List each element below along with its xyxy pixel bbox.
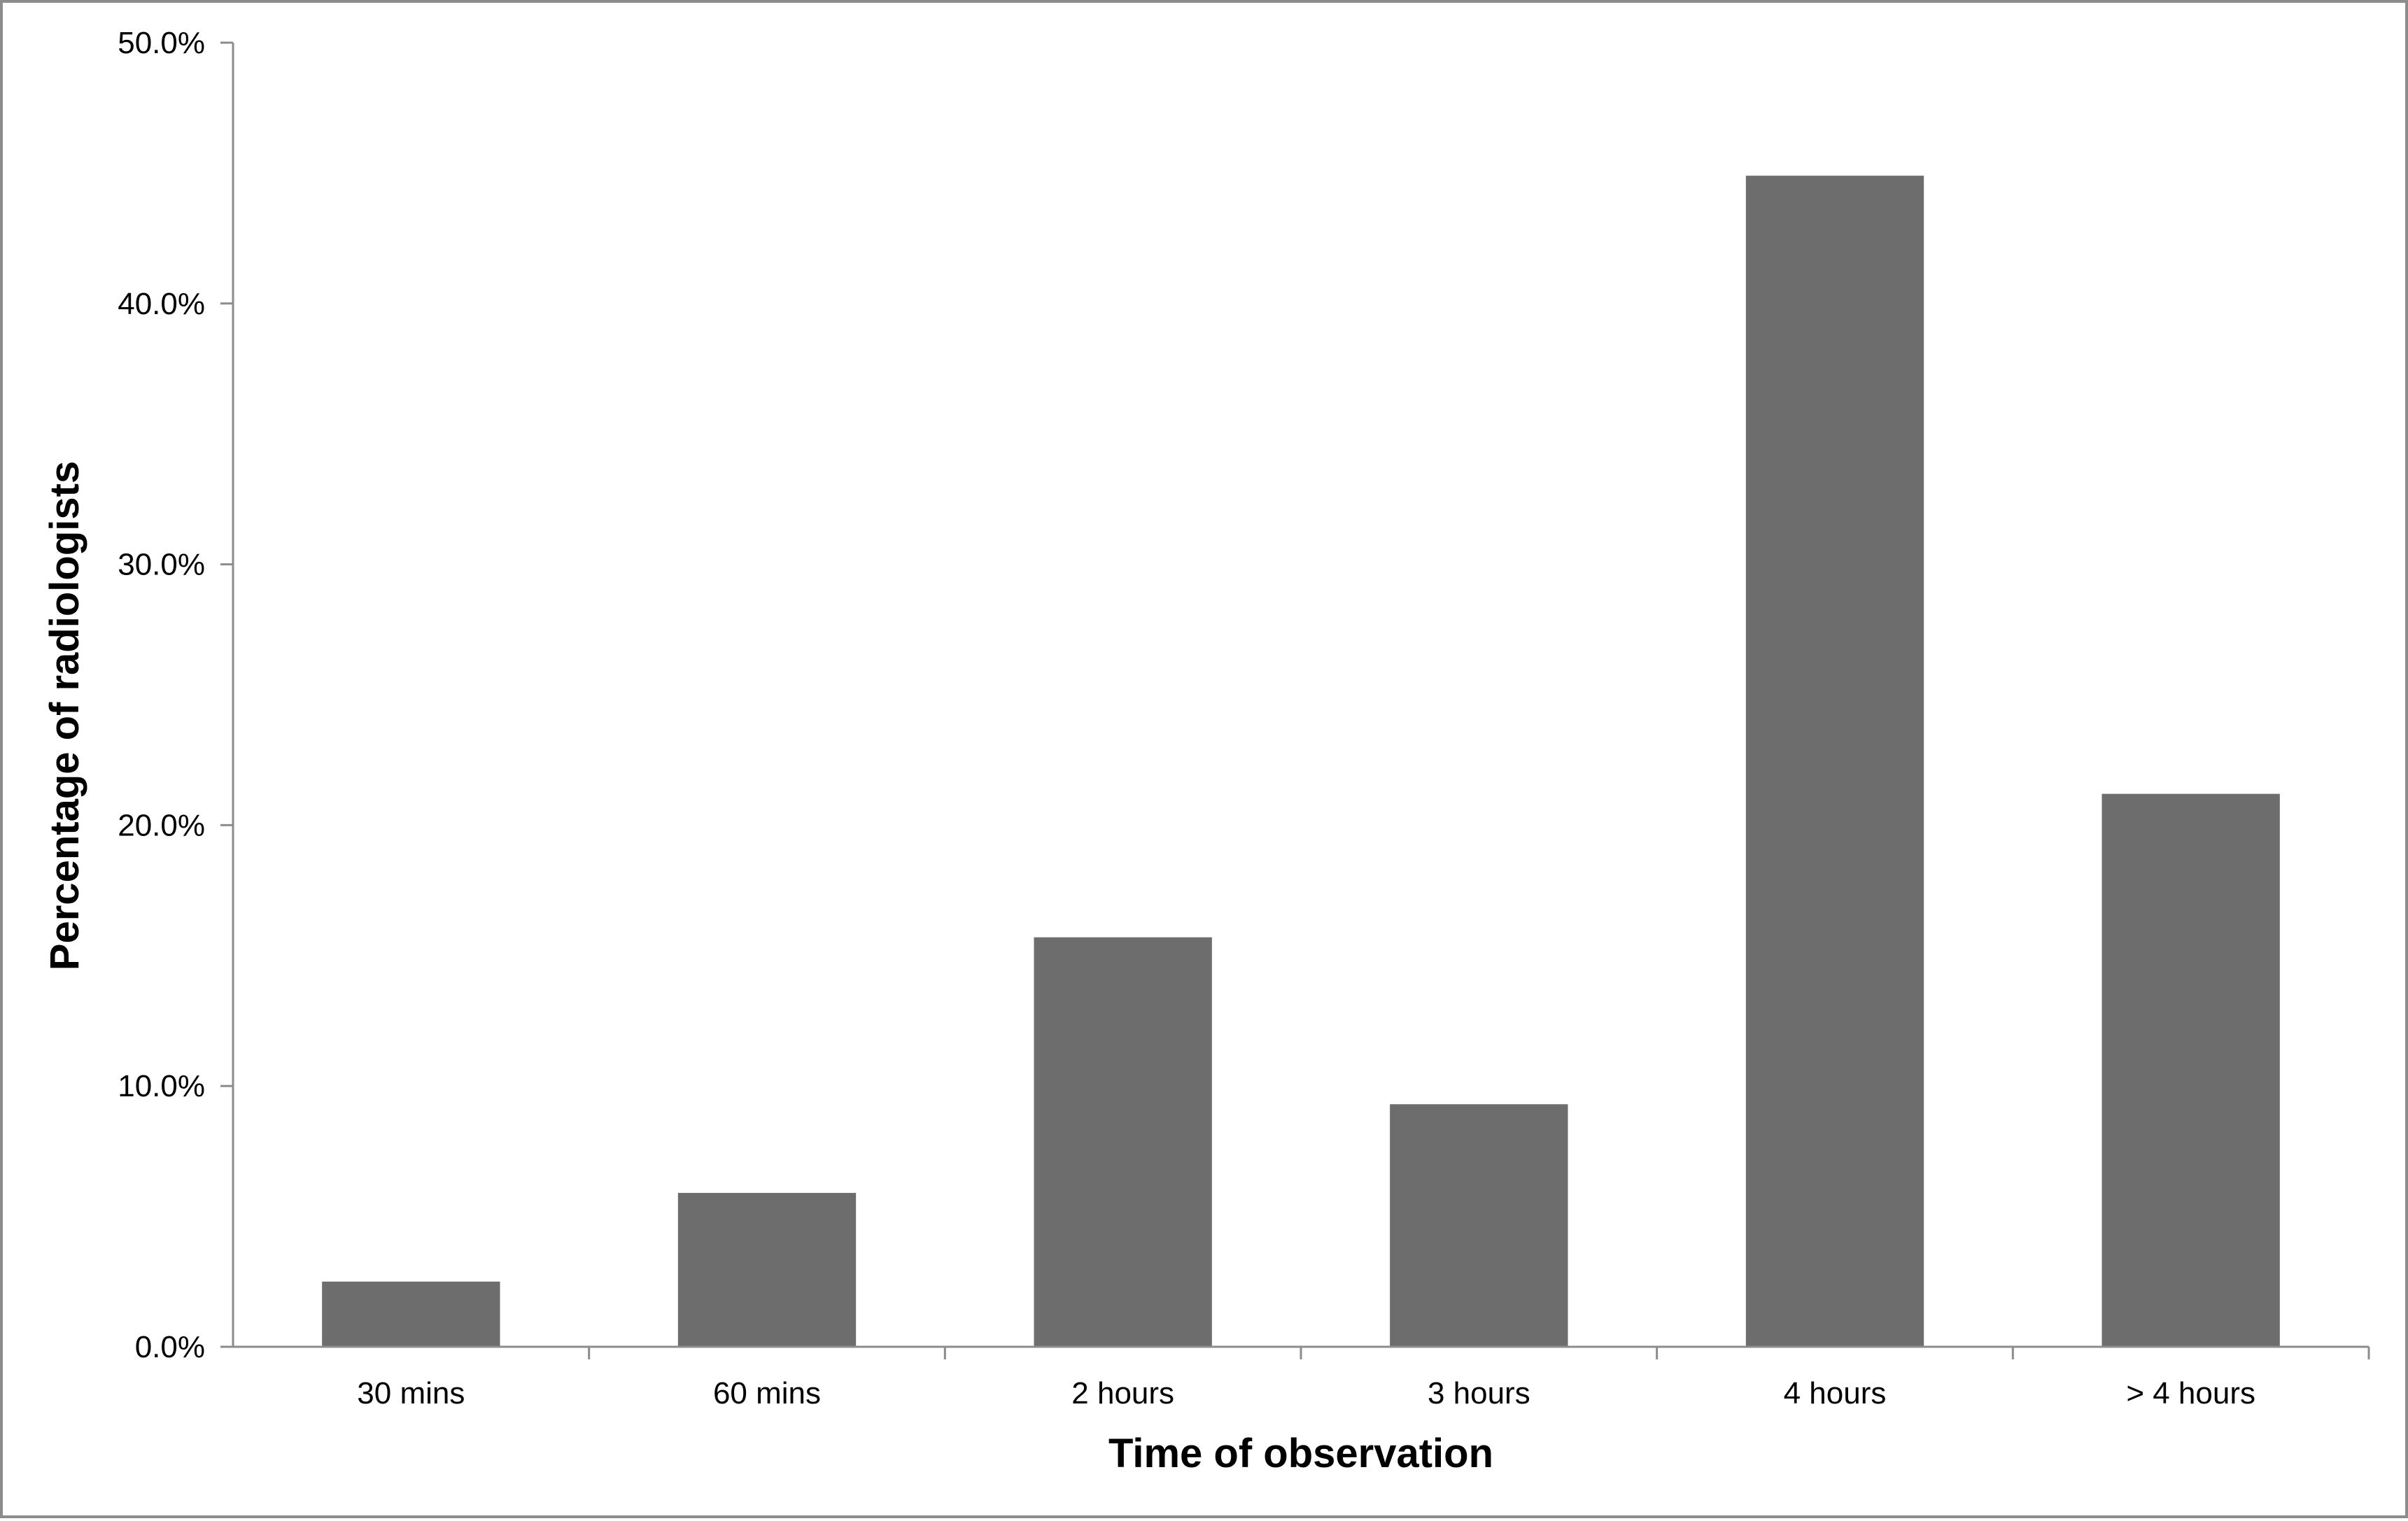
bar-chart: 0.0% 10.0% 20.0% 30.0% 40.0% 50.0% 30 mins 60 m… <box>42 26 2370 1476</box>
y-tick-label-4: 40.0% <box>118 287 205 321</box>
x-tick-label-0: 30 mins <box>357 1376 465 1410</box>
x-tick-label-4: 4 hours <box>1784 1376 1887 1410</box>
x-tick-label-2: 2 hours <box>1071 1376 1174 1410</box>
bar-4 <box>1745 176 1924 1347</box>
y-tick-label-0: 0.0% <box>135 1330 205 1364</box>
y-axis-title: Percentage of radiologists <box>42 461 87 970</box>
axes-layer <box>220 41 2370 1359</box>
labels-layer: 0.0% 10.0% 20.0% 30.0% 40.0% 50.0% 30 mins 60 m… <box>118 26 2255 1410</box>
bar-5 <box>2101 793 2280 1347</box>
bar-3 <box>1390 1104 1568 1347</box>
x-tick-label-1: 60 mins <box>713 1376 821 1410</box>
y-tick-label-5: 50.0% <box>118 26 205 60</box>
x-tick-label-5: > 4 hours <box>2126 1376 2255 1410</box>
y-tick-label-2: 20.0% <box>118 808 205 842</box>
bar-0 <box>322 1281 500 1347</box>
y-tick-label-3: 30.0% <box>118 548 205 582</box>
x-axis-title: Time of observation <box>1108 1431 1493 1476</box>
bar-1 <box>677 1193 857 1347</box>
x-tick-label-3: 3 hours <box>1428 1376 1530 1410</box>
bar-2 <box>1034 937 1212 1347</box>
y-tick-label-1: 10.0% <box>118 1069 205 1103</box>
bars-layer <box>322 176 2280 1347</box>
